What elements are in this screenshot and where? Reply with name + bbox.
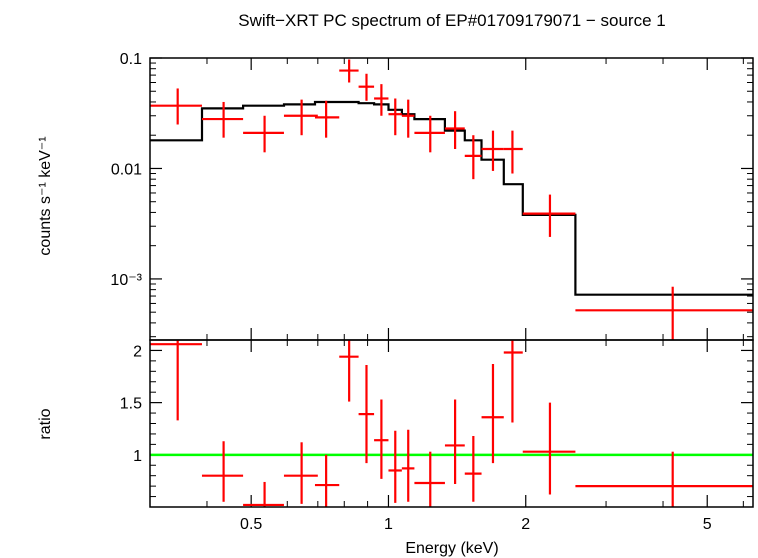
y-axis-label-ratio: ratio xyxy=(37,408,54,439)
data-point xyxy=(575,286,753,340)
data-point xyxy=(481,130,504,171)
y-tick-label: 1 xyxy=(133,448,142,465)
data-point xyxy=(314,454,340,507)
data-point xyxy=(401,99,415,138)
bottom-panel-frame xyxy=(149,339,754,508)
data-point xyxy=(283,442,318,504)
x-tick-label: 5 xyxy=(703,516,712,533)
x-tick-label: 1 xyxy=(384,516,393,533)
data-point xyxy=(201,101,244,138)
data-point xyxy=(314,100,340,138)
data-point xyxy=(503,340,523,423)
data-point xyxy=(444,399,465,485)
data-point xyxy=(374,399,389,479)
x-tick-label: 2 xyxy=(521,516,530,533)
data-point xyxy=(388,430,402,503)
top-panel: 0.1 0.01 10⁻³ xyxy=(110,51,754,341)
data-point xyxy=(503,130,523,174)
data-point xyxy=(283,99,318,136)
chart-title: Swift−XRT PC spectrum of EP#01709179071 … xyxy=(238,11,665,30)
data-point xyxy=(522,194,576,237)
y-tick-label: 0.01 xyxy=(111,161,142,178)
data-point xyxy=(358,73,375,101)
model-step-line xyxy=(150,100,753,296)
data-point xyxy=(464,436,482,502)
y-tick-label: 2 xyxy=(133,343,142,360)
top-panel-frame xyxy=(149,57,754,341)
data-point xyxy=(388,98,402,136)
y-tick-label: 0.1 xyxy=(120,51,142,68)
data-point xyxy=(374,84,389,116)
data-point xyxy=(444,111,465,150)
x-axis-label: Energy (keV) xyxy=(405,540,498,557)
data-point xyxy=(414,115,445,153)
data-point xyxy=(201,441,244,502)
y-axis-label-counts: counts s⁻¹ keV⁻¹ xyxy=(37,136,54,255)
y-tick-label: 1.5 xyxy=(120,396,142,413)
data-point xyxy=(339,340,359,402)
data-point xyxy=(464,135,482,180)
data-point xyxy=(150,340,202,421)
y-tick-label: 10⁻³ xyxy=(110,272,142,289)
data-point xyxy=(358,365,375,464)
data-point xyxy=(150,88,202,125)
data-point xyxy=(414,451,445,507)
data-point xyxy=(575,451,753,507)
data-point xyxy=(522,402,576,495)
data-point xyxy=(481,364,504,464)
data-point xyxy=(243,115,284,153)
x-tick-label: 0.5 xyxy=(240,516,262,533)
data-point xyxy=(243,481,284,507)
bottom-panel: 1 1.5 2 0.5 1 2 5 xyxy=(120,339,754,533)
data-point xyxy=(339,59,359,83)
data-point xyxy=(401,429,415,502)
